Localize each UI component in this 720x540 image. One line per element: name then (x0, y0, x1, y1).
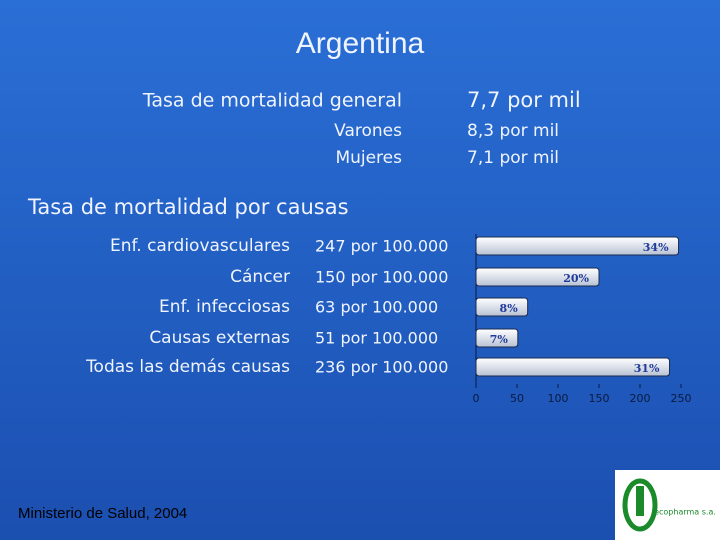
row-label: Mujeres (335, 148, 402, 168)
source: Ministerio de Salud, 2004 (18, 505, 187, 522)
rate-label: 236 por 100.000 (315, 358, 448, 377)
x-tick-label: 100 (548, 392, 569, 405)
category-label: Enf. cardiovasculares (110, 236, 290, 256)
general-label: Tasa de mortalidad general (142, 90, 402, 112)
logo-shape (622, 478, 658, 532)
bar (475, 236, 680, 256)
category-label: Cáncer (230, 267, 290, 287)
general-value: 7,7 por mil (467, 88, 581, 112)
row-value: 8,3 por mil (467, 121, 559, 141)
rate-label: 150 por 100.000 (315, 268, 448, 287)
causes-title: Tasa de mortalidad por causas (27, 195, 349, 219)
bar (475, 357, 671, 377)
x-tick-label: 200 (630, 392, 651, 405)
data-label: 31% (634, 362, 660, 375)
logo-text: ecopharma s.a. (654, 508, 716, 517)
x-tick-label: 150 (589, 392, 610, 405)
logo-shape (636, 486, 644, 516)
rate-label: 63 por 100.000 (315, 298, 438, 317)
x-tick-label: 250 (671, 392, 692, 405)
data-label: 20% (563, 272, 589, 285)
slide-title: Argentina (296, 27, 425, 60)
bar (475, 297, 529, 317)
data-label: 7% (490, 333, 509, 346)
logo: ecopharma s.a. (615, 470, 720, 540)
rate-label: 51 por 100.000 (315, 329, 438, 348)
bar (475, 328, 519, 348)
category-label: Todas las demás causas (85, 357, 290, 377)
row-value: 7,1 por mil (467, 148, 559, 168)
data-label: 34% (643, 241, 669, 254)
row-label: Varones (334, 121, 402, 141)
category-label: Causas externas (149, 328, 290, 348)
bar (475, 267, 600, 287)
x-tick-label: 50 (510, 392, 524, 405)
category-label: Enf. infecciosas (159, 297, 290, 317)
logo-box (615, 470, 720, 540)
x-tick-label: 0 (473, 392, 480, 405)
data-label: 8% (500, 302, 519, 315)
rate-label: 247 por 100.000 (315, 237, 448, 256)
